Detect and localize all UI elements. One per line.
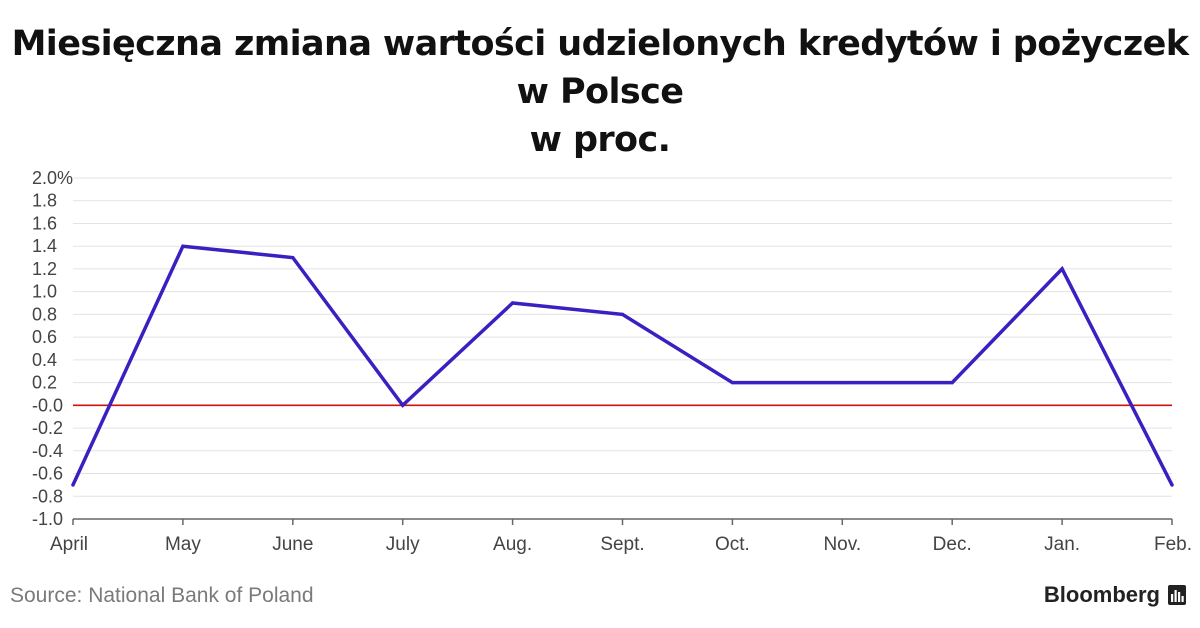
y-tick-label: 1.8 <box>32 191 57 211</box>
y-tick-label: 0.2 <box>32 373 57 393</box>
x-tick-label: July <box>386 534 420 555</box>
data-point <box>510 301 515 305</box>
data-point <box>840 381 844 385</box>
brand-logo: Bloomberg <box>1044 582 1186 608</box>
y-tick-label: 1.6 <box>32 213 57 233</box>
y-tick-label: 1.2 <box>32 259 57 279</box>
y-tick-label: -0.2 <box>32 418 63 438</box>
bloomberg-chart-icon <box>1168 585 1186 605</box>
x-tick-label: Feb. <box>1154 534 1192 555</box>
data-point <box>401 403 405 407</box>
brand-name: Bloomberg <box>1043 582 1160 607</box>
chart-title: Miesięczna zmiana wartości udzielonych k… <box>0 20 1200 164</box>
y-tick-label: 1.4 <box>32 236 57 256</box>
y-tick-label: 2.0% <box>32 168 73 188</box>
chart-title-line-2: w proc. <box>529 120 671 160</box>
y-tick-label: 0.4 <box>32 350 57 370</box>
y-tick-label: 1.0 <box>32 282 57 302</box>
x-tick-label: May <box>165 534 201 555</box>
data-point <box>1170 483 1174 487</box>
x-tick-label: April <box>50 534 88 555</box>
series-line <box>71 244 1174 487</box>
x-tick-label: June <box>272 534 313 555</box>
data-point <box>181 244 185 248</box>
data-point <box>71 483 75 487</box>
y-tick-label: -0.6 <box>32 464 63 484</box>
data-point <box>730 381 735 385</box>
y-tick-label: -0.4 <box>32 441 63 461</box>
data-point <box>620 312 625 316</box>
x-tick-label: Nov. <box>823 534 861 555</box>
x-tick-label: Sept. <box>600 534 644 555</box>
y-tick-label: -0.0 <box>32 395 63 415</box>
data-point <box>1060 267 1064 271</box>
y-tick-label: -1.0 <box>32 509 63 529</box>
y-tick-label: -0.8 <box>32 486 63 506</box>
y-tick-label: 0.6 <box>32 327 57 347</box>
source-note: Source: National Bank of Poland <box>10 584 314 607</box>
data-point <box>950 381 954 385</box>
x-tick-label: Aug. <box>493 534 532 555</box>
x-tick-label: Dec. <box>933 534 972 555</box>
x-tick-label: Jan. <box>1044 534 1080 555</box>
data-point <box>291 255 295 260</box>
x-tick-label: Oct. <box>715 534 750 555</box>
chart-title-line-1: Miesięczna zmiana wartości udzielonych k… <box>11 24 1189 112</box>
y-tick-label: 0.8 <box>32 304 57 324</box>
